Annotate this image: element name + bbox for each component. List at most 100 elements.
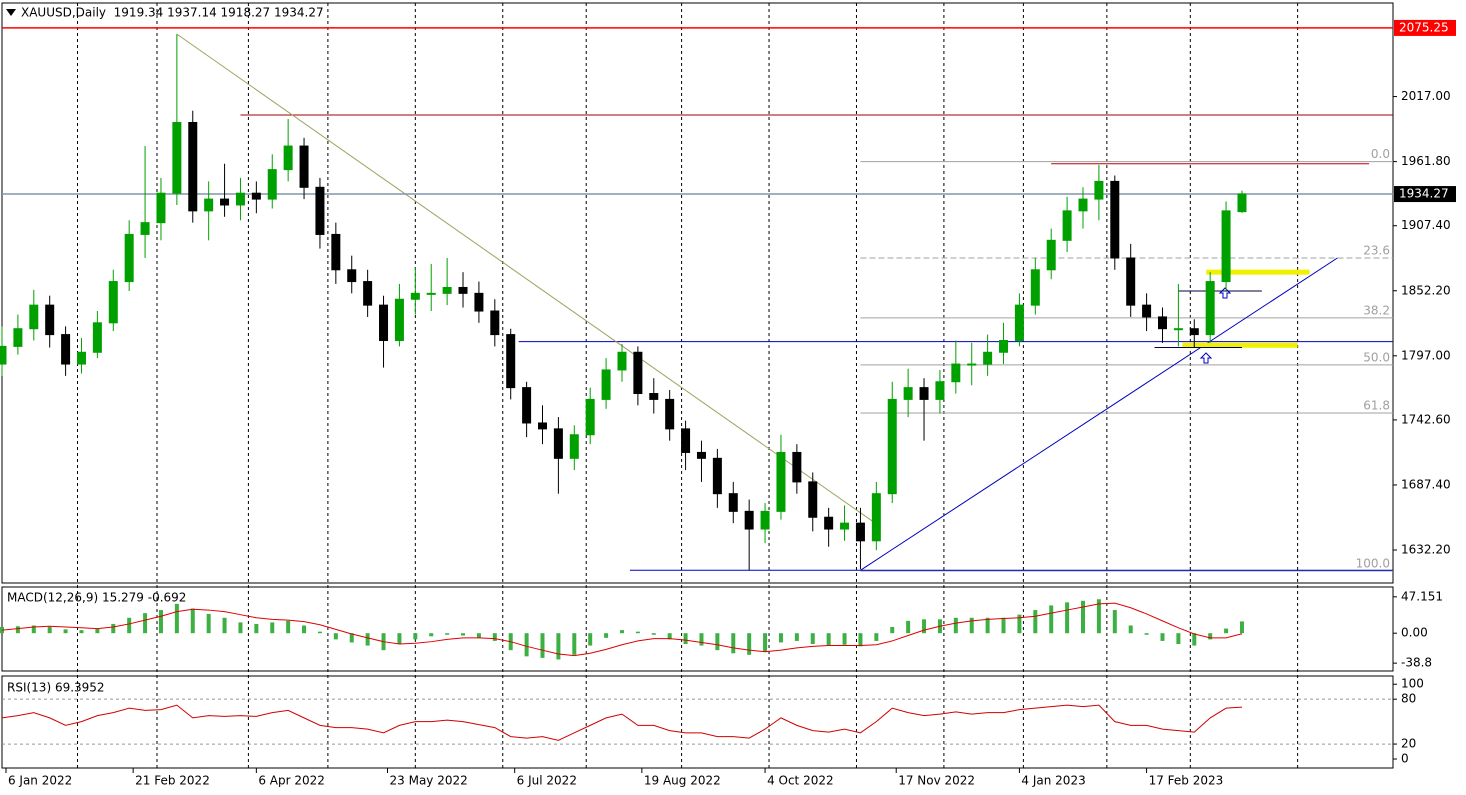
macd-bar [922,619,927,634]
macd-bar [1239,621,1244,634]
candle-body [442,286,452,294]
fib-label: 38.2 [1363,303,1390,317]
macd-bar [461,633,466,636]
macd-bar [349,633,354,643]
candle-body [220,198,230,206]
macd-bar [1001,617,1006,634]
rsi-title: RSI(13) 69.3952 [7,681,105,695]
macd-bar [1017,614,1022,634]
candle-body [379,304,389,341]
candle-body [251,192,261,200]
macd-title: MACD(12,26,9) 15.279 -0.692 [7,591,186,605]
candle-body [1205,281,1215,336]
candle-body [188,121,198,212]
candle-body [92,322,102,353]
candle-body [1094,180,1104,200]
macd-bar [588,633,593,646]
candle-body [999,339,1009,353]
candle-body [267,169,277,200]
candle-body [585,398,595,436]
candle-body [728,493,738,512]
y-tick-label: 20 [1401,737,1416,751]
macd-bar [222,617,227,634]
candle-body [649,393,659,400]
macd-bar [254,623,259,634]
macd-bar [699,633,704,646]
macd-bar [1160,633,1165,641]
macd-bar [731,633,736,654]
macd-bar [1081,600,1086,634]
macd-bar [95,628,100,634]
candle-body [1062,210,1072,241]
macd-bar [1065,602,1070,634]
macd-bar [111,623,116,634]
candle-body [1157,316,1167,330]
candle-body [792,451,802,483]
candle-body [458,286,468,294]
y-tick-label: -38.8 [1401,656,1432,670]
candle-body [919,387,929,400]
candle-body [808,481,818,518]
macd-signal [1,602,1243,657]
rsi-panel [1,675,1394,769]
candle-body [29,304,39,330]
candle-body [347,269,357,283]
candle-body [315,186,325,235]
y-tick-label: 1742.60 [1401,412,1451,426]
fib-label: 100.0 [1356,556,1390,570]
candle-body [1221,210,1231,283]
candle-body [1237,193,1247,213]
macd-bar [667,633,672,640]
candle-body [1078,198,1088,212]
price-label-box [1394,186,1456,203]
candle-body [506,334,516,389]
y-tick-label: 47.151 [1401,589,1443,603]
candle-body [1126,257,1136,306]
arrow-up [1199,352,1213,364]
price-label-box [1394,19,1456,36]
x-tick-label: 6 Apr 2022 [258,774,325,788]
x-tick-label: 21 Feb 2022 [135,774,210,788]
candle-body [1142,304,1152,318]
macd-bar [572,633,577,655]
macd-bar [238,622,243,634]
price-label: 2075.25 [1399,20,1449,34]
candle-body [633,351,643,395]
candle-body [283,145,293,171]
candle-body [140,222,150,235]
candle-body [712,457,722,495]
candle-body [0,345,7,365]
y-tick-label: 1852.20 [1401,283,1451,297]
macd-bar [79,630,84,634]
y-tick-label: 1907.40 [1401,218,1451,232]
candle-body [394,298,404,341]
candle-body [855,522,865,542]
candle-body [681,428,691,453]
macd-bar [619,630,624,634]
drawing-line [860,257,1338,571]
macd-bar [47,627,52,634]
candle-body [903,387,913,400]
candle-body [13,328,23,347]
macd-bar [604,633,609,638]
macd-bar [763,633,768,652]
x-tick-label: 23 May 2022 [390,774,468,788]
candle-body [172,121,182,194]
fib-label: 23.6 [1363,244,1390,258]
candle-body [824,516,834,530]
macd-bar [190,608,195,634]
candle-body [363,281,373,306]
candle-body [935,381,945,400]
x-tick-label: 17 Feb 2023 [1149,774,1224,788]
y-tick-label: 1797.00 [1401,348,1451,362]
candle-body [665,398,675,430]
macd-bar [63,629,68,634]
macd-bar [445,633,450,635]
y-tick-label: 1687.40 [1401,477,1451,491]
macd-bar [1112,610,1117,634]
macd-bar [206,613,211,634]
candle-body [776,451,786,512]
candle-body [569,434,579,459]
macd-bar [397,633,402,645]
